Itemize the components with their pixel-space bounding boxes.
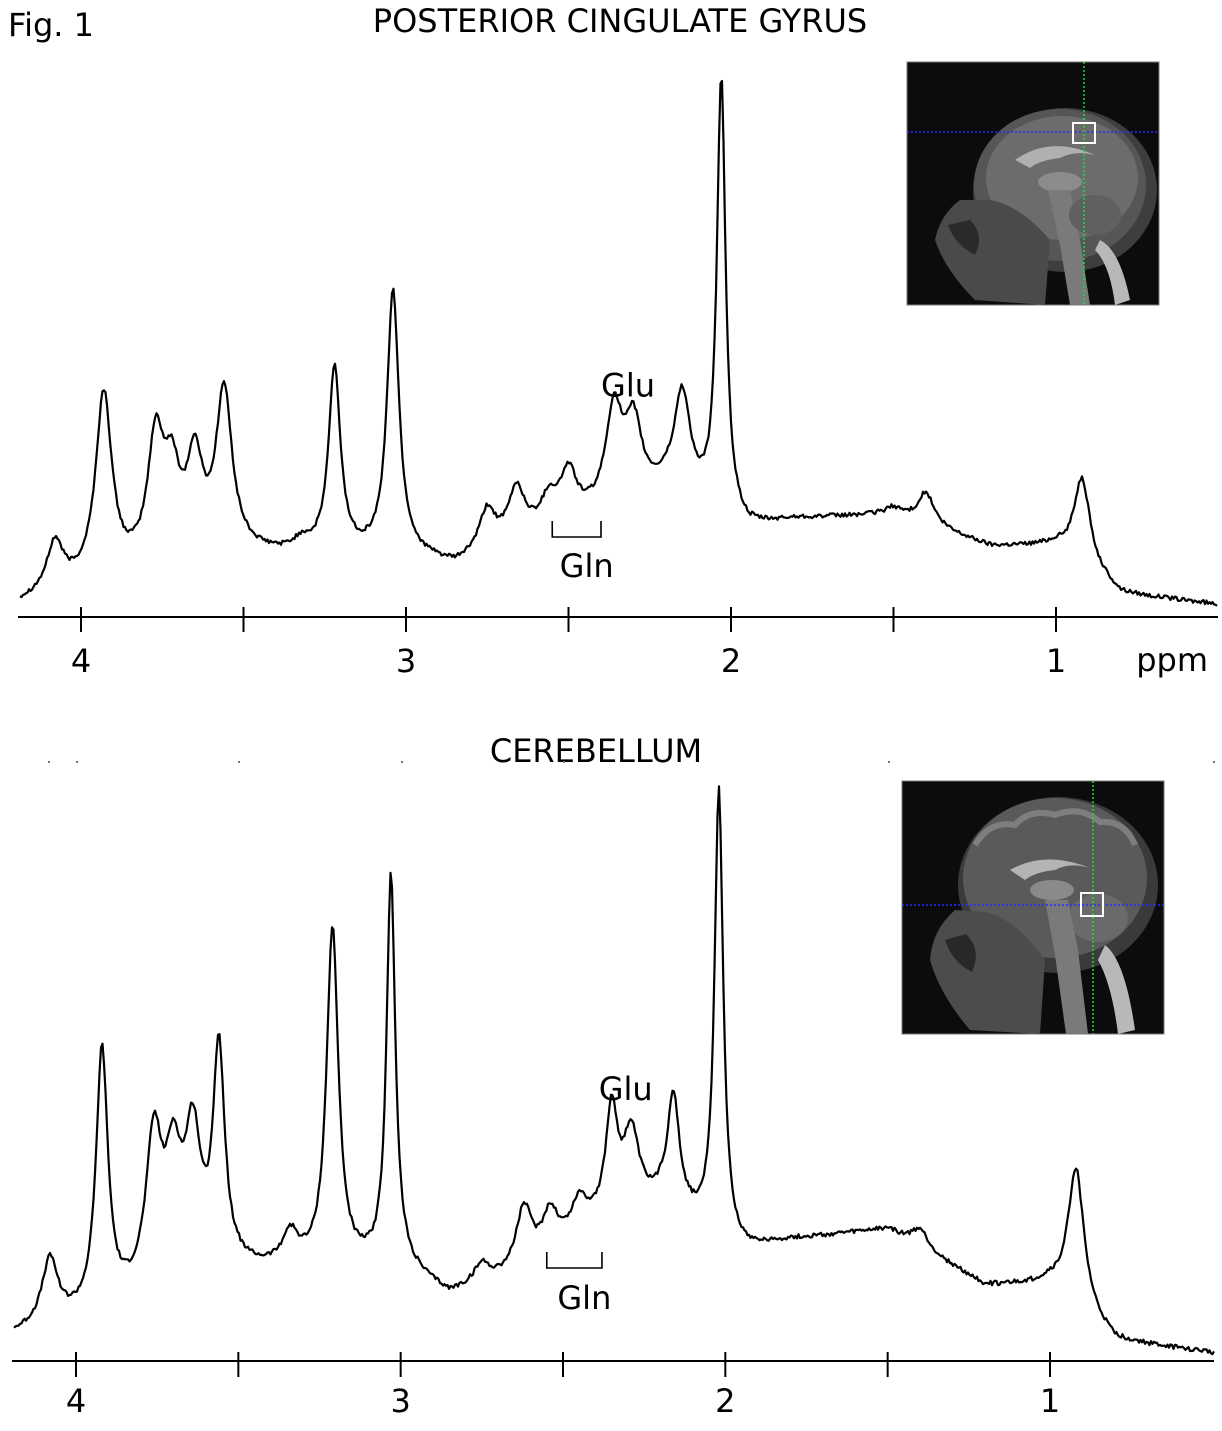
x-tick-label: 2 xyxy=(715,1382,735,1420)
spectrum-line xyxy=(19,79,1218,607)
x-tick-label: 4 xyxy=(71,642,91,680)
x-axis-label: ppm xyxy=(1136,641,1208,679)
annotation-gln: Gln xyxy=(557,1279,611,1317)
x-axis-ticks: 4 3 2 1 xyxy=(66,1352,1060,1420)
x-tick-label: 1 xyxy=(1046,642,1066,680)
x-tick-label: 1 xyxy=(1040,1382,1060,1420)
voxel-box xyxy=(1072,122,1096,144)
x-tick-label: 2 xyxy=(721,642,741,680)
spectrum-panel-cerebellum: CEREBELLUM 4 3 2 1 Glu Gln xyxy=(12,732,1215,1420)
annotation-glu: Glu xyxy=(599,1070,653,1108)
spectrum-panel-posterior-cingulate: POSTERIOR CINGULATE GYRUS 4 3 2 1 ppm Glu G… xyxy=(18,2,1218,680)
mri-inset-cerebellum xyxy=(901,780,1165,1035)
annotation-gln: Gln xyxy=(560,547,614,585)
top-tick-dot xyxy=(888,761,890,763)
top-tick-marks xyxy=(48,761,1215,763)
mri-inset-posterior-cingulate xyxy=(906,61,1160,306)
x-tick-label: 3 xyxy=(396,642,416,680)
top-tick-dot xyxy=(401,761,403,763)
annotation-gln-bracket xyxy=(545,1252,603,1269)
annotation-gln-bracket xyxy=(551,521,602,538)
brain-sagittal-image xyxy=(930,797,1158,1034)
top-tick-dot xyxy=(76,761,78,763)
voxel-box xyxy=(1080,892,1104,917)
chart-title: CEREBELLUM xyxy=(490,732,702,770)
top-tick-dot xyxy=(48,761,50,763)
annotation-glu: Glu xyxy=(601,367,655,405)
chart-title: POSTERIOR CINGULATE GYRUS xyxy=(373,2,867,40)
brain-sagittal-image xyxy=(935,108,1157,305)
top-tick-dot xyxy=(1213,761,1215,763)
figure-label: Fig. 1 xyxy=(8,6,94,44)
top-tick-dot xyxy=(563,761,565,763)
x-tick-label: 3 xyxy=(390,1382,410,1420)
x-tick-label: 4 xyxy=(66,1382,86,1420)
x-axis-ticks: 4 3 2 1 xyxy=(71,607,1066,680)
top-tick-dot xyxy=(238,761,240,763)
spectrum-line xyxy=(13,785,1215,1356)
